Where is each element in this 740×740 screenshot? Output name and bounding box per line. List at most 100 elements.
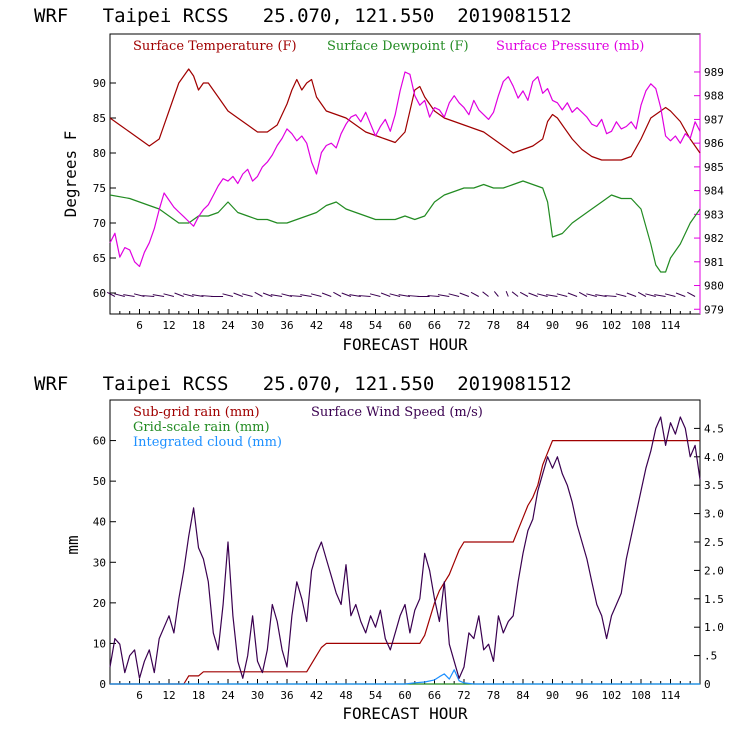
wind-barb [106, 291, 116, 297]
panel2-title: WRF Taipei RCSS 25.070, 121.550 20190815… [34, 373, 572, 395]
y-tick-label: 75 [93, 182, 106, 195]
y-tick-label: 60 [93, 435, 106, 448]
panel1-ylabel: Degrees F [61, 131, 80, 218]
x-tick-label: 84 [516, 319, 530, 332]
x-tick-label: 30 [251, 689, 264, 702]
x-tick-label: 96 [575, 319, 588, 332]
wind-barb [333, 291, 342, 297]
panel1-y-ticks: 60 65 70 75 80 85 90 [93, 77, 116, 300]
y2-tick-label: 989 [704, 66, 724, 79]
panel1-x-ticks: 6 12 18 24 30 36 42 48 54 60 66 72 78 84 90 96 102 108 114 [119, 309, 691, 332]
y-tick-label: 40 [93, 516, 106, 529]
x-tick-label: 24 [221, 689, 235, 702]
x-tick-label: 72 [457, 319, 470, 332]
wind-barb [358, 295, 371, 297]
x-tick-label: 72 [457, 689, 470, 702]
wind-barb [254, 291, 263, 297]
wind-barb [152, 294, 165, 297]
wind-barb [448, 293, 460, 297]
wind-barb [222, 293, 234, 297]
y2-tick-label: 980 [704, 280, 724, 293]
wind-barb [242, 293, 253, 297]
integrated-cloud-mm-line [110, 669, 700, 685]
x-tick-label: 60 [398, 319, 411, 332]
wind-barb [192, 294, 204, 297]
wind-barb [289, 295, 302, 297]
y-tick-label: 30 [93, 556, 106, 569]
y-tick-label: 65 [93, 252, 106, 265]
y2-tick-label: 979 [704, 303, 724, 316]
wind-barb [398, 294, 410, 297]
y2-tick-label: 1.5 [704, 593, 724, 606]
x-tick-label: 108 [631, 319, 651, 332]
wind-barb [615, 293, 627, 297]
x-tick-label: 60 [398, 689, 411, 702]
panel1-xlabel: FORECAST HOUR [342, 335, 468, 354]
x-tick-label: 90 [546, 319, 559, 332]
wind-barb [300, 294, 312, 297]
x-tick-label: 102 [602, 689, 622, 702]
x-tick-label: 54 [369, 689, 383, 702]
y2-tick-label: 3.5 [704, 479, 724, 492]
x-tick-label: 6 [136, 319, 143, 332]
wind-barb [310, 293, 322, 297]
y-tick-label: 80 [93, 147, 106, 160]
wind-barb [528, 292, 538, 297]
y2-tick-label: 983 [704, 208, 724, 221]
x-tick-label: 66 [428, 319, 441, 332]
legend-subgrid-rain: Sub-grid rain (mm) [133, 405, 260, 420]
wind-barb [183, 293, 194, 297]
x-tick-label: 30 [251, 319, 264, 332]
panel1-y2-ticks: 979 980 981 982 983 984 985 986 987 988 989 [694, 66, 724, 316]
panel-temperature: WRF Taipei RCSS 25.070, 121.550 20190815… [34, 5, 724, 354]
wind-barb [262, 292, 273, 297]
legend-pressure: Surface Pressure (mb) [496, 39, 644, 54]
y2-tick-label: 985 [704, 161, 724, 174]
wind-barb [349, 294, 361, 297]
y-tick-label: 70 [93, 217, 106, 230]
panel2-y2-ticks: 0 .5 1.0 1.5 2.0 2.5 3.0 3.5 4.0 4.5 [694, 422, 724, 691]
panel2-x-ticks: 6 12 18 24 30 36 42 48 54 60 66 72 78 84 90 96 102 108 114 [119, 679, 691, 702]
y2-tick-label: 984 [704, 185, 724, 198]
x-tick-label: 54 [369, 319, 383, 332]
x-tick-label: 48 [339, 689, 352, 702]
y-tick-label: 90 [93, 77, 106, 90]
wind-barb [123, 294, 135, 297]
panel2-y-ticks: 0 10 20 30 40 50 60 [93, 435, 116, 691]
wind-barb [626, 292, 637, 297]
wind-barb [369, 293, 381, 297]
wind-barb [389, 293, 401, 297]
x-tick-label: 90 [546, 689, 559, 702]
wind-barb [567, 292, 578, 297]
sub-grid-rain-mm-line [110, 440, 700, 685]
x-tick-label: 36 [280, 689, 293, 702]
y2-tick-label: 0 [704, 678, 711, 691]
wind-barb [687, 291, 696, 297]
x-tick-label: 42 [310, 319, 323, 332]
x-tick-label: 96 [575, 689, 588, 702]
wind-barb [482, 291, 489, 297]
y-tick-label: 20 [93, 597, 106, 610]
panel1-title: WRF Taipei RCSS 25.070, 121.550 20190815… [34, 5, 572, 27]
y2-tick-label: 987 [704, 113, 724, 126]
wind-barb [142, 295, 155, 297]
wind-barbs [106, 290, 696, 297]
y2-tick-label: 2.0 [704, 564, 724, 577]
wind-barb [511, 291, 519, 297]
y2-tick-label: 4.5 [704, 422, 724, 435]
panel2-ylabel: mm [63, 535, 82, 554]
x-tick-label: 78 [487, 319, 500, 332]
y2-tick-label: 981 [704, 256, 724, 269]
wind-barb [437, 294, 450, 297]
wind-barb [174, 292, 184, 297]
y-tick-label: 50 [93, 475, 106, 488]
x-tick-label: 12 [162, 689, 175, 702]
wind-barb [519, 291, 529, 297]
y2-tick-label: 3.0 [704, 508, 724, 521]
wind-barb [470, 291, 479, 297]
y2-tick-label: 982 [704, 232, 724, 245]
y2-tick-label: .5 [704, 650, 717, 663]
surface-temperature-f-line [109, 68, 701, 161]
y2-tick-label: 2.5 [704, 536, 724, 549]
x-tick-label: 12 [162, 319, 175, 332]
